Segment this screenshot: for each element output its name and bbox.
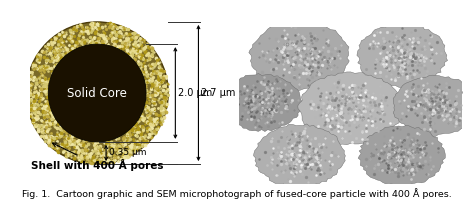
Polygon shape — [358, 126, 446, 186]
Text: 2.7 μm: 2.7 μm — [201, 88, 236, 98]
Text: 2.0 μm: 2.0 μm — [178, 88, 212, 98]
Polygon shape — [221, 73, 303, 131]
Polygon shape — [393, 75, 474, 136]
Circle shape — [26, 22, 168, 164]
Text: Shell with 400 Å pores: Shell with 400 Å pores — [31, 143, 164, 171]
Circle shape — [48, 44, 146, 142]
Text: Fig. 1.  Cartoon graphic and SEM microphotograph of fused-core particle with 400: Fig. 1. Cartoon graphic and SEM micropho… — [22, 189, 452, 200]
Polygon shape — [357, 23, 447, 88]
Polygon shape — [298, 72, 404, 145]
Text: 0.35 μm: 0.35 μm — [109, 148, 146, 157]
Text: Solid Core: Solid Core — [67, 87, 127, 99]
Polygon shape — [254, 124, 346, 188]
Polygon shape — [249, 20, 349, 90]
